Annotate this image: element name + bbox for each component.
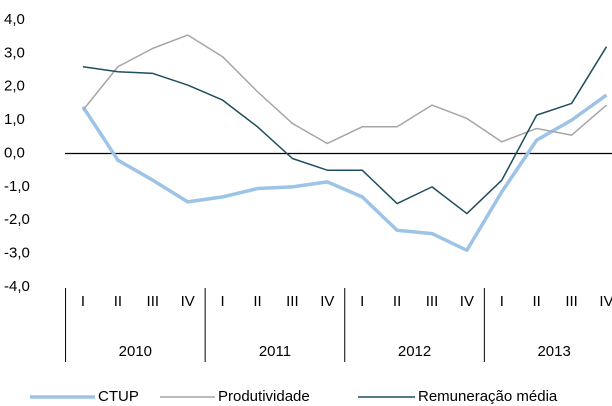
- x-tick-label: II: [393, 293, 401, 310]
- group-label: 2010: [119, 343, 152, 360]
- x-tick-label: II: [114, 293, 122, 310]
- x-tick-label: II: [533, 293, 541, 310]
- x-tick-label: IV: [460, 293, 474, 310]
- y-tick-label: -4,0: [4, 278, 30, 295]
- x-tick-label: III: [286, 293, 299, 310]
- x-tick-label: III: [426, 293, 439, 310]
- y-tick-label: 3,0: [4, 44, 25, 61]
- y-tick-label: 2,0: [4, 78, 25, 95]
- y-tick-label: 0,0: [4, 144, 25, 161]
- x-tick-label: I: [81, 293, 85, 310]
- group-label: 2011: [259, 343, 291, 360]
- y-tick-label: 1,0: [4, 111, 25, 128]
- y-tick-label: -1,0: [4, 178, 30, 195]
- x-tick-label: I: [500, 293, 504, 310]
- x-tick-label: IV: [320, 293, 334, 310]
- x-tick-label: IV: [181, 293, 195, 310]
- legend-label: Produtividade: [218, 388, 310, 405]
- series-line: [81, 93, 608, 253]
- series-line: [82, 34, 607, 145]
- series-line: [82, 46, 608, 215]
- x-tick-label: III: [565, 293, 578, 310]
- group-label: 2013: [537, 343, 570, 360]
- x-tick-label: I: [360, 293, 364, 310]
- legend-label: CTUP: [98, 388, 139, 405]
- x-tick-label: III: [147, 293, 160, 310]
- group-label: 2012: [398, 343, 431, 360]
- x-tick-label: IV: [599, 293, 612, 310]
- y-tick-label: -2,0: [4, 211, 30, 228]
- x-tick-label: I: [221, 293, 225, 310]
- x-tick-label: II: [253, 293, 261, 310]
- y-tick-label: 4,0: [4, 11, 25, 28]
- legend-label: Remuneração média: [418, 388, 558, 405]
- y-tick-label: -3,0: [4, 245, 30, 262]
